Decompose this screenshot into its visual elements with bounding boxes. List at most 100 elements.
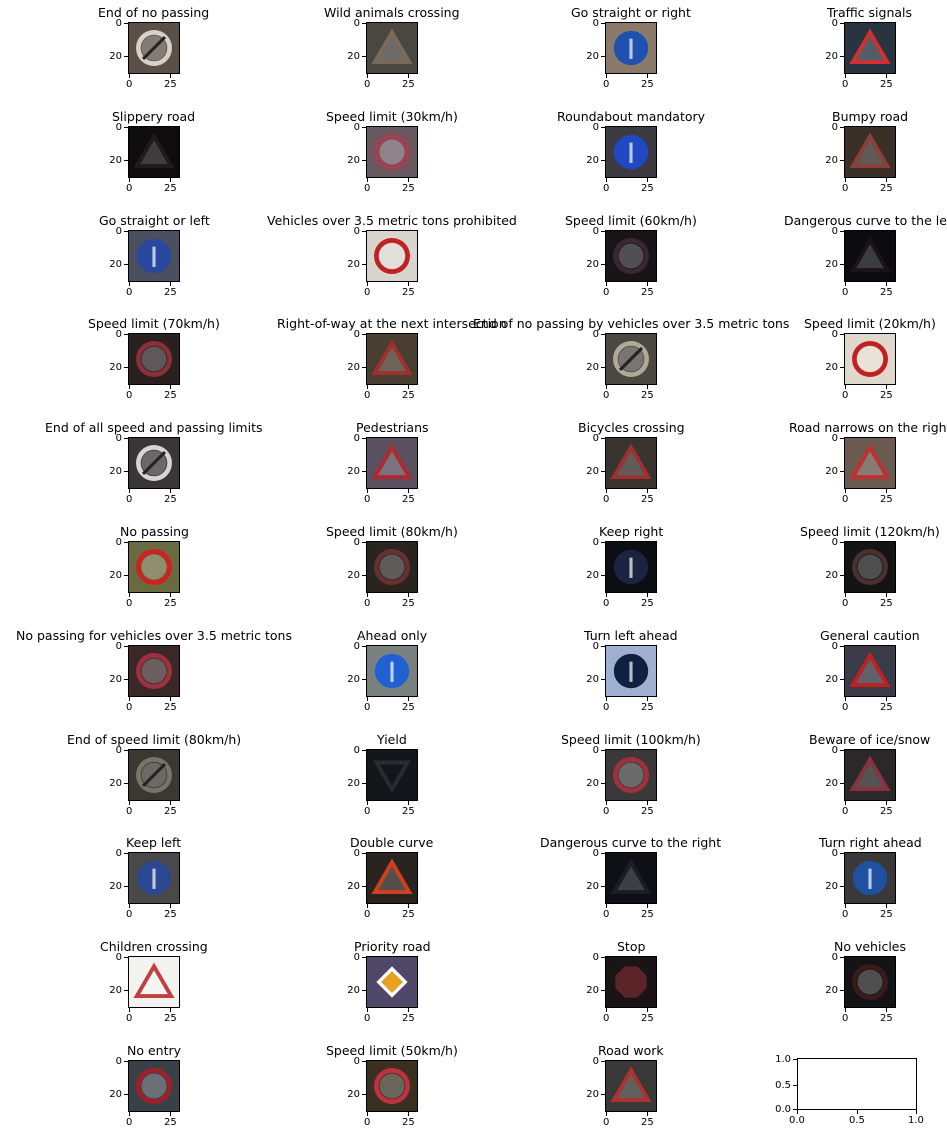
sign-image-panel — [605, 126, 657, 178]
sign-image-panel — [844, 956, 896, 1008]
sign-inner — [857, 554, 883, 580]
y-tick-label: 0 — [831, 18, 838, 29]
x-tick-label: 25 — [164, 702, 177, 713]
x-tick-label: 0 — [126, 1117, 133, 1128]
x-tick-label: 0 — [364, 494, 371, 505]
x-tick-mark — [886, 697, 887, 701]
sign-image — [606, 750, 656, 800]
y-tick-mark — [124, 990, 128, 991]
y-tick-label: 0 — [592, 226, 599, 237]
sign-image-panel — [366, 956, 418, 1008]
sign-image — [845, 853, 895, 903]
x-tick-label: 25 — [402, 79, 415, 90]
y-tick-mark — [840, 56, 844, 57]
panel-title: Speed limit (50km/h) — [326, 1043, 458, 1058]
x-tick-label: 0 — [842, 702, 849, 713]
y-tick-mark — [124, 1061, 128, 1062]
x-tick-label: 25 — [880, 79, 893, 90]
y-tick-label: 0 — [115, 641, 122, 652]
x-tick-label: 25 — [641, 1013, 654, 1024]
y-tick-label: 0 — [353, 329, 360, 340]
y-tick-label: 0 — [592, 329, 599, 340]
y-tick-mark — [840, 750, 844, 751]
x-tick-mark — [886, 489, 887, 493]
y-tick-mark — [124, 886, 128, 887]
x-tick-mark — [408, 1112, 409, 1116]
sign-shape — [374, 1068, 410, 1104]
sign-inner — [379, 139, 405, 165]
sign-shape — [852, 964, 888, 1000]
sign-image — [367, 23, 417, 73]
x-tick-label: 25 — [402, 598, 415, 609]
y-tick-mark — [362, 542, 366, 543]
y-tick-label: 20 — [109, 362, 122, 373]
x-tick-mark — [647, 178, 648, 182]
sign-shape — [849, 236, 891, 273]
panel-title: Ahead only — [357, 628, 428, 643]
x-tick-mark — [606, 1008, 607, 1012]
x-tick-label: 0 — [603, 702, 610, 713]
y-tick-mark — [840, 160, 844, 161]
sign-image-panel — [128, 541, 180, 593]
x-tick-label: 25 — [402, 390, 415, 401]
y-tick-label: 20 — [825, 778, 838, 789]
panel-title: Dangerous curve to the right — [540, 835, 722, 850]
sign-shape — [136, 653, 172, 689]
sign-shape — [372, 760, 412, 793]
sign-shape — [849, 755, 891, 792]
y-tick-label: 0 — [592, 1056, 599, 1067]
sign-image-panel — [128, 22, 180, 74]
x-tick-label: 25 — [402, 183, 415, 194]
y-tick-label: 20 — [586, 259, 599, 270]
sign-image-panel — [844, 230, 896, 282]
y-tick-label: 0 — [115, 745, 122, 756]
x-tick-mark — [647, 801, 648, 805]
x-tick-label: 25 — [402, 287, 415, 298]
panel-title: Speed limit (30km/h) — [326, 109, 458, 124]
y-tick-label: 0 — [115, 122, 122, 133]
sign-image-panel — [605, 852, 657, 904]
x-tick-mark — [606, 74, 607, 78]
panel-title: Go straight or right — [571, 5, 691, 20]
panel-title: Right-of-way at the next intersection — [277, 316, 507, 331]
panel-title: Vehicles over 3.5 metric tons prohibited — [267, 213, 517, 228]
sign-inner — [618, 762, 644, 788]
y-tick-mark — [601, 56, 605, 57]
y-tick-mark — [601, 334, 605, 335]
sign-image — [606, 334, 656, 384]
sign-image-panel — [128, 230, 180, 282]
sign-image — [367, 231, 417, 281]
x-tick-label: 25 — [880, 598, 893, 609]
x-tick-label: 0 — [364, 1117, 371, 1128]
y-tick-label: 20 — [586, 466, 599, 477]
sign-image — [129, 23, 179, 73]
x-tick-label: 25 — [402, 909, 415, 920]
y-tick-label: 0 — [592, 537, 599, 548]
x-tick-label: 25 — [641, 1117, 654, 1128]
x-tick-mark — [845, 593, 846, 597]
y-tick-mark — [601, 471, 605, 472]
y-tick-mark — [840, 646, 844, 647]
x-tick-mark — [408, 697, 409, 701]
sign-image — [367, 750, 417, 800]
y-tick-label: 0 — [831, 537, 838, 548]
y-tick-label: 20 — [586, 778, 599, 789]
y-tick-mark — [840, 264, 844, 265]
y-tick-label: 20 — [825, 466, 838, 477]
sign-shape — [852, 341, 888, 377]
panel-title: Speed limit (80km/h) — [326, 524, 458, 539]
sign-slash — [618, 346, 644, 372]
sign-image — [367, 853, 417, 903]
x-tick-label: 0 — [842, 390, 849, 401]
y-tick-label: 0.0 — [775, 1104, 791, 1115]
y-tick-mark — [793, 1059, 797, 1060]
sign-image-panel — [366, 541, 418, 593]
sign-image — [129, 750, 179, 800]
y-tick-label: 20 — [109, 985, 122, 996]
sign-image-panel — [128, 126, 180, 178]
x-tick-mark — [170, 282, 171, 286]
y-tick-label: 20 — [347, 674, 360, 685]
y-tick-mark — [601, 783, 605, 784]
y-tick-label: 0 — [353, 537, 360, 548]
x-tick-label: 0 — [364, 79, 371, 90]
